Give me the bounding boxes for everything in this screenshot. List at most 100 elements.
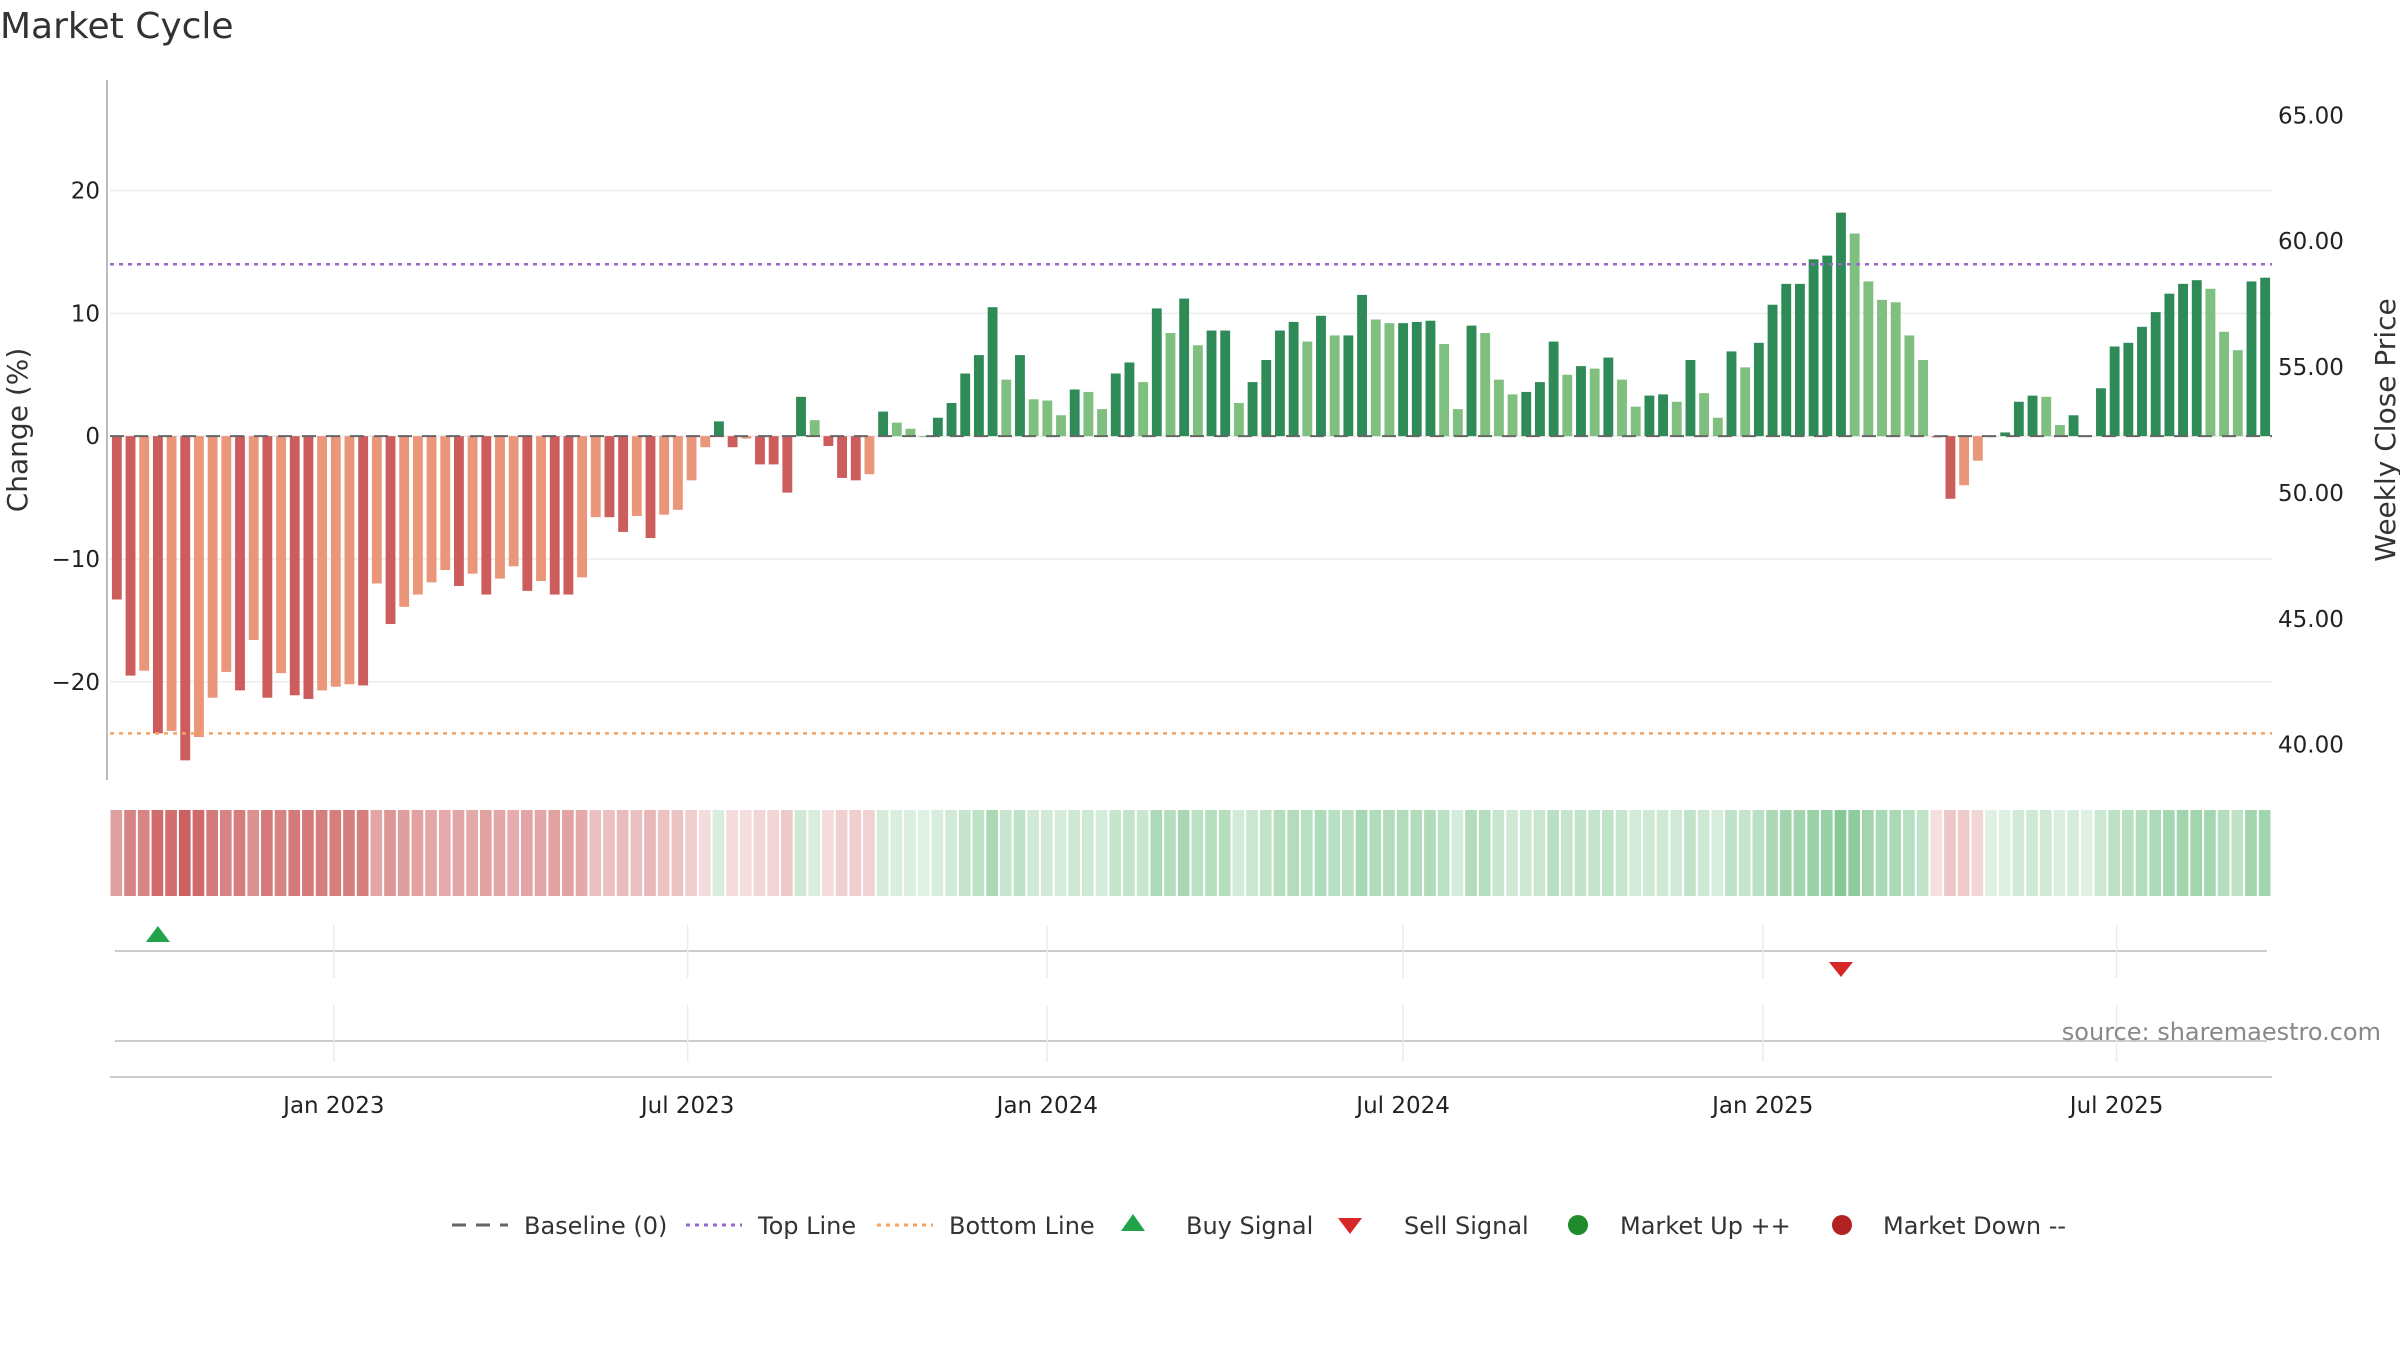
heat-cell	[1820, 810, 1833, 896]
heat-cell	[466, 810, 478, 896]
change-bar	[1685, 360, 1696, 437]
change-bar	[1836, 212, 1846, 437]
change-bar	[1945, 436, 1956, 499]
change-bar	[2123, 342, 2134, 437]
x-tick-label: Jul 2025	[2068, 1093, 2164, 1119]
change-bar	[412, 436, 423, 595]
change-bar	[796, 396, 806, 437]
change-bar	[330, 436, 341, 687]
heat-cell	[2067, 810, 2079, 896]
change-bar	[1015, 355, 1025, 437]
heat-cell	[630, 810, 643, 896]
change-bar	[1220, 330, 1231, 437]
change-bar	[467, 436, 478, 574]
x-tick-label: Jan 2024	[995, 1093, 1098, 1119]
heat-cell	[1300, 810, 1313, 896]
heat-cell	[1478, 810, 1491, 896]
change-bar	[1138, 382, 1149, 437]
change-bar	[1521, 391, 1532, 437]
change-bar	[248, 436, 259, 640]
change-bar	[1275, 330, 1285, 437]
heat-cell	[1437, 810, 1450, 896]
heat-cell	[1164, 810, 1176, 896]
heat-cell	[438, 810, 451, 896]
change-bar	[1288, 321, 1299, 437]
heat-cell	[1998, 810, 2011, 896]
change-bar	[454, 436, 464, 586]
heat-cell	[2163, 810, 2175, 896]
heat-cell	[1383, 810, 1395, 896]
heat-cell	[1807, 810, 1819, 896]
change-bar	[1630, 406, 1641, 437]
heat-cell	[972, 810, 985, 896]
heat-cell	[2217, 810, 2230, 896]
heat-cell	[110, 810, 123, 896]
change-bar	[1425, 320, 1436, 437]
heat-cell	[370, 810, 383, 896]
y-axis-right-label: Weekly Close Price	[2369, 298, 2400, 561]
change-bar	[1302, 341, 1313, 437]
change-bar	[317, 436, 328, 691]
legend-buy-marker	[1121, 1214, 1145, 1231]
change-bar	[2260, 277, 2271, 437]
change-bar	[1357, 294, 1367, 437]
heat-cell	[1054, 810, 1067, 896]
change-bar	[1712, 417, 1723, 437]
heat-cell	[1109, 810, 1122, 896]
change-bar	[768, 436, 779, 465]
legend-entry-label: Sell Signal	[1404, 1212, 1529, 1240]
change-bar	[1165, 332, 1176, 437]
change-bar	[139, 436, 150, 671]
change-bar	[1384, 323, 1395, 437]
heat-cell	[1492, 810, 1505, 896]
change-bar	[741, 436, 752, 439]
heat-cell	[1574, 810, 1587, 896]
legend-sell-marker	[1338, 1218, 1362, 1234]
heat-cell	[521, 810, 533, 896]
heat-cell	[288, 810, 301, 896]
heat-cell	[2080, 810, 2093, 896]
heat-cell	[685, 810, 697, 896]
change-bar	[276, 436, 286, 674]
cycle-heat-strip	[110, 810, 2271, 896]
heat-cell	[712, 810, 725, 896]
change-bar	[1192, 345, 1203, 437]
change-bar	[1329, 335, 1340, 437]
heat-cell	[1656, 810, 1669, 896]
change-bar	[1918, 360, 1928, 437]
legend-circle-marker	[1568, 1215, 1588, 1235]
legend-circle-marker	[1832, 1215, 1852, 1235]
change-bar	[536, 436, 546, 582]
change-bar	[1001, 379, 1012, 437]
change-bar	[221, 436, 232, 672]
change-bar	[303, 436, 314, 699]
y-tick-left-label: −10	[51, 547, 100, 573]
legend-entry-label: Top Line	[757, 1212, 856, 1240]
heat-cell	[302, 810, 314, 896]
change-bar	[2150, 312, 2161, 437]
change-bar	[399, 436, 410, 607]
heat-cell	[1725, 810, 1737, 896]
change-bar	[235, 436, 245, 691]
heat-cell	[1875, 810, 1888, 896]
change-bar	[522, 436, 533, 591]
y-tick-right-label: 55.00	[2278, 355, 2344, 381]
heat-cell	[890, 810, 903, 896]
change-bar	[2191, 280, 2202, 437]
heat-cell	[1547, 810, 1559, 896]
change-bar	[2027, 395, 2038, 437]
change-bar	[973, 355, 984, 437]
change-bar	[180, 436, 191, 761]
change-bar	[686, 436, 697, 481]
change-bar	[426, 436, 437, 583]
heat-cell	[917, 810, 930, 896]
change-bar	[111, 436, 122, 600]
heat-cell	[644, 810, 656, 896]
change-bar	[809, 420, 820, 437]
y-tick-right-label: 50.00	[2278, 481, 2344, 507]
heat-cell	[767, 810, 779, 896]
heat-cell	[384, 810, 396, 896]
change-bar	[1493, 379, 1504, 437]
change-bar	[1972, 436, 1983, 461]
